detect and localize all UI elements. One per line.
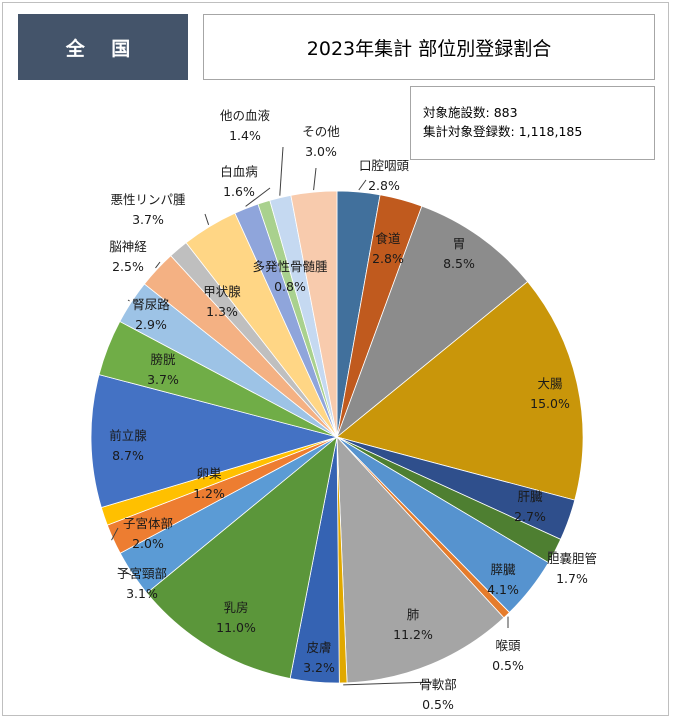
pie-slice xyxy=(336,280,584,501)
slice-percent: 3.1% xyxy=(126,586,158,601)
slice-label: 胆嚢胆管 xyxy=(547,551,597,566)
slice-label: 胃 xyxy=(453,236,466,251)
slice-label: 食道 xyxy=(375,231,401,246)
slice-label: 口腔咽頭 xyxy=(359,158,410,173)
slice-percent: 2.5% xyxy=(112,259,144,274)
slice-percent: 8.5% xyxy=(443,256,475,271)
slice-percent: 1.7% xyxy=(556,571,588,586)
slice-percent: 1.4% xyxy=(229,128,261,143)
slice-label: 多発性骨髄腫 xyxy=(252,259,328,274)
slice-percent: 11.0% xyxy=(216,620,256,635)
slice-percent: 2.8% xyxy=(372,251,404,266)
pie-slice xyxy=(336,205,529,439)
slice-label: その他 xyxy=(302,124,340,139)
leader-line xyxy=(358,179,367,191)
pie-slice xyxy=(146,435,338,679)
leader-line xyxy=(279,146,284,196)
slice-label: 骨軟部 xyxy=(419,677,457,692)
slice-percent: 3.2% xyxy=(303,660,335,675)
slice-label: 子宮体部 xyxy=(123,516,173,531)
pie-slice xyxy=(290,190,338,438)
slice-label: 脳神経 xyxy=(109,239,147,254)
slice-label: 皮膚 xyxy=(306,640,331,655)
slice-percent: 2.8% xyxy=(368,178,400,193)
slice-percent: 1.3% xyxy=(206,304,238,319)
slice-percent: 0.8% xyxy=(274,279,306,294)
info-box: 対象施設数: 883 集計対象登録数: 1,118,185 xyxy=(410,86,655,160)
slice-percent: 4.1% xyxy=(487,582,519,597)
slice-percent: 2.7% xyxy=(514,509,546,524)
leader-line xyxy=(127,299,130,302)
slice-label: 卵巣 xyxy=(196,466,222,481)
slice-label: 白血病 xyxy=(220,164,258,179)
registration-count-label: 集計対象登録数: xyxy=(423,124,515,139)
slice-percent: 2.0% xyxy=(132,536,164,551)
slice-label: 喉頭 xyxy=(495,638,521,653)
registration-count-value: 1,118,185 xyxy=(518,124,583,139)
slice-label: 大腸 xyxy=(537,376,563,391)
facility-count-row: 対象施設数: 883 xyxy=(423,103,654,122)
slice-percent: 8.7% xyxy=(112,448,144,463)
slice-label: 膀胱 xyxy=(150,352,176,367)
slice-percent: 15.0% xyxy=(530,396,570,411)
slice-label: 甲状腺 xyxy=(203,284,241,299)
slice-label: 肝臓 xyxy=(517,489,543,504)
slice-percent: 1.2% xyxy=(193,486,225,501)
slice-label: 悪性リンパ腫 xyxy=(110,192,186,207)
slice-label: 前立腺 xyxy=(109,428,147,443)
slice-percent: 11.2% xyxy=(393,627,433,642)
slice-percent: 2.9% xyxy=(135,317,167,332)
facility-count-label: 対象施設数: xyxy=(423,105,490,120)
chart-title: 2023年集計 部位別登録割合 xyxy=(203,14,655,80)
leader-line xyxy=(343,681,433,686)
slice-percent: 3.7% xyxy=(132,212,164,227)
pie-slice xyxy=(90,374,339,509)
slice-label: 膵臓 xyxy=(490,562,516,577)
leader-line xyxy=(111,527,119,541)
leader-line xyxy=(117,567,132,576)
slice-percent: 0.5% xyxy=(492,658,524,673)
slice-label: 子宮頸部 xyxy=(117,566,167,581)
leader-line xyxy=(155,261,161,269)
slice-label: 他の血液 xyxy=(220,108,271,123)
leader-line xyxy=(245,187,271,207)
leader-line xyxy=(204,213,210,225)
slice-percent: 3.0% xyxy=(305,144,337,159)
slice-percent: 1.6% xyxy=(223,184,255,199)
facility-count-value: 883 xyxy=(493,105,518,120)
leader-line xyxy=(313,167,317,191)
slice-percent: 3.7% xyxy=(147,372,179,387)
registration-count-row: 集計対象登録数: 1,118,185 xyxy=(423,122,654,141)
slice-percent: 0.5% xyxy=(422,697,454,712)
region-badge: 全 国 xyxy=(18,14,188,80)
pie-slice xyxy=(336,435,505,684)
slice-label: 肺 xyxy=(407,607,420,622)
slice-label: 腎尿路 xyxy=(132,297,170,312)
slice-label: 乳房 xyxy=(223,600,248,615)
